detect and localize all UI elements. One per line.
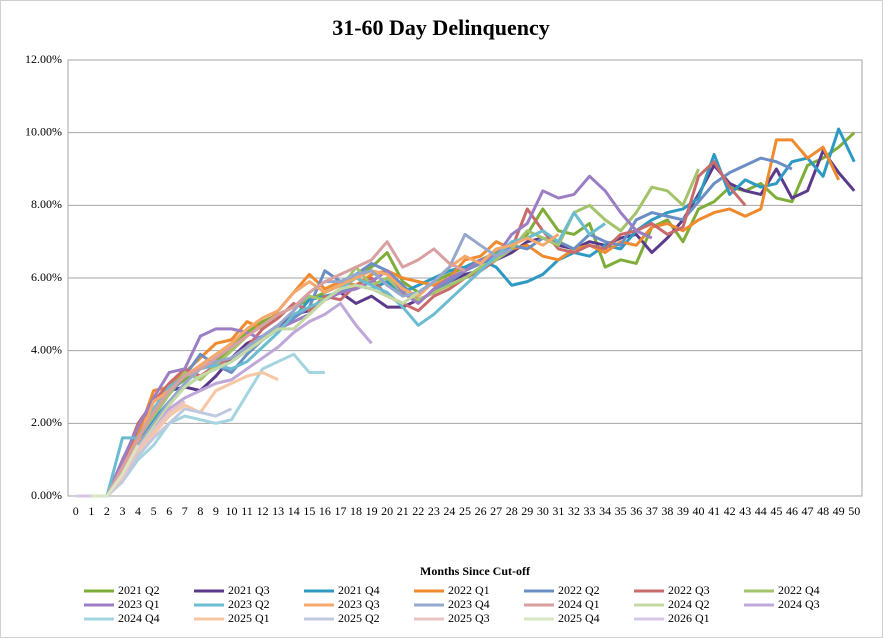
x-tick-label: 20 bbox=[381, 504, 393, 518]
x-tick-label: 24 bbox=[443, 504, 455, 518]
x-tick-label: 3 bbox=[119, 504, 125, 518]
y-tick-label: 6.00% bbox=[31, 270, 62, 284]
legend-label: 2024 Q2 bbox=[668, 597, 710, 611]
legend-label: 2024 Q3 bbox=[778, 597, 820, 611]
y-tick-label: 4.00% bbox=[31, 342, 62, 356]
x-tick-label: 8 bbox=[197, 504, 203, 518]
legend-label: 2023 Q2 bbox=[228, 597, 270, 611]
x-tick-label: 44 bbox=[755, 504, 767, 518]
legend-label: 2023 Q3 bbox=[338, 597, 380, 611]
x-tick-label: 12 bbox=[257, 504, 269, 518]
x-tick-label: 10 bbox=[225, 504, 237, 518]
y-tick-label: 8.00% bbox=[31, 197, 62, 211]
x-tick-label: 4 bbox=[135, 504, 141, 518]
x-tick-label: 28 bbox=[506, 504, 518, 518]
x-tick-label: 26 bbox=[475, 504, 487, 518]
x-tick-label: 17 bbox=[334, 504, 346, 518]
x-tick-label: 19 bbox=[366, 504, 378, 518]
series-line bbox=[75, 240, 466, 498]
x-tick-label: 38 bbox=[661, 504, 673, 518]
y-tick-label: 12.00% bbox=[25, 52, 62, 66]
legend-label: 2022 Q4 bbox=[778, 583, 820, 597]
chart-title: 31-60 Day Delinquency bbox=[332, 15, 550, 40]
legend-label: 2021 Q2 bbox=[118, 583, 160, 597]
series-line bbox=[75, 174, 653, 498]
legend-label: 2024 Q4 bbox=[118, 611, 160, 625]
legend-label: 2023 Q4 bbox=[448, 597, 490, 611]
x-tick-label: 0 bbox=[73, 504, 79, 518]
legend-label: 2025 Q3 bbox=[448, 611, 490, 625]
legend-label: 2025 Q2 bbox=[338, 611, 380, 625]
legend-label: 2022 Q2 bbox=[558, 583, 600, 597]
x-tick-label: 32 bbox=[568, 504, 580, 518]
x-tick-label: 23 bbox=[428, 504, 440, 518]
x-tick-label: 16 bbox=[319, 504, 331, 518]
series-line bbox=[75, 160, 747, 498]
x-tick-label: 31 bbox=[552, 504, 564, 518]
x-tick-label: 6 bbox=[166, 504, 172, 518]
x-tick-label: 15 bbox=[303, 504, 315, 518]
legend-label: 2023 Q1 bbox=[118, 597, 160, 611]
x-tick-label: 9 bbox=[213, 504, 219, 518]
x-axis-title: Months Since Cut-off bbox=[420, 564, 531, 578]
x-tick-label: 18 bbox=[350, 504, 362, 518]
x-tick-label: 11 bbox=[241, 504, 253, 518]
x-tick-label: 45 bbox=[770, 504, 782, 518]
x-tick-label: 25 bbox=[459, 504, 471, 518]
x-tick-label: 43 bbox=[739, 504, 751, 518]
legend-label: 2022 Q1 bbox=[448, 583, 490, 597]
x-tick-label: 34 bbox=[599, 504, 611, 518]
x-tick-label: 14 bbox=[288, 504, 300, 518]
x-tick-label: 33 bbox=[584, 504, 596, 518]
legend-label: 2022 Q3 bbox=[668, 583, 710, 597]
x-tick-label: 35 bbox=[615, 504, 627, 518]
legend-label: 2021 Q3 bbox=[228, 583, 270, 597]
legend-label: 2021 Q4 bbox=[338, 583, 380, 597]
x-tick-label: 41 bbox=[708, 504, 720, 518]
x-tick-label: 1 bbox=[88, 504, 94, 518]
legend-label: 2024 Q1 bbox=[558, 597, 600, 611]
legend-label: 2025 Q4 bbox=[558, 611, 600, 625]
x-tick-label: 42 bbox=[724, 504, 736, 518]
x-tick-label: 13 bbox=[272, 504, 284, 518]
x-tick-label: 40 bbox=[693, 504, 705, 518]
legend-label: 2026 Q1 bbox=[668, 611, 710, 625]
x-tick-label: 7 bbox=[182, 504, 188, 518]
x-tick-label: 29 bbox=[521, 504, 533, 518]
x-tick-label: 30 bbox=[537, 504, 549, 518]
x-tick-label: 39 bbox=[677, 504, 689, 518]
x-tick-label: 22 bbox=[412, 504, 424, 518]
y-tick-label: 2.00% bbox=[31, 415, 62, 429]
x-tick-label: 37 bbox=[646, 504, 658, 518]
x-tick-label: 47 bbox=[802, 504, 814, 518]
y-tick-label: 10.00% bbox=[25, 124, 62, 138]
x-tick-label: 50 bbox=[848, 504, 860, 518]
y-tick-label: 0.00% bbox=[31, 488, 62, 502]
x-tick-label: 49 bbox=[833, 504, 845, 518]
x-tick-label: 46 bbox=[786, 504, 798, 518]
x-tick-label: 27 bbox=[490, 504, 502, 518]
x-tick-label: 21 bbox=[397, 504, 409, 518]
series-line bbox=[75, 232, 513, 498]
x-tick-label: 2 bbox=[104, 504, 110, 518]
x-tick-label: 36 bbox=[630, 504, 642, 518]
legend-label: 2025 Q1 bbox=[228, 611, 270, 625]
x-tick-label: 5 bbox=[151, 504, 157, 518]
x-tick-label: 48 bbox=[817, 504, 829, 518]
